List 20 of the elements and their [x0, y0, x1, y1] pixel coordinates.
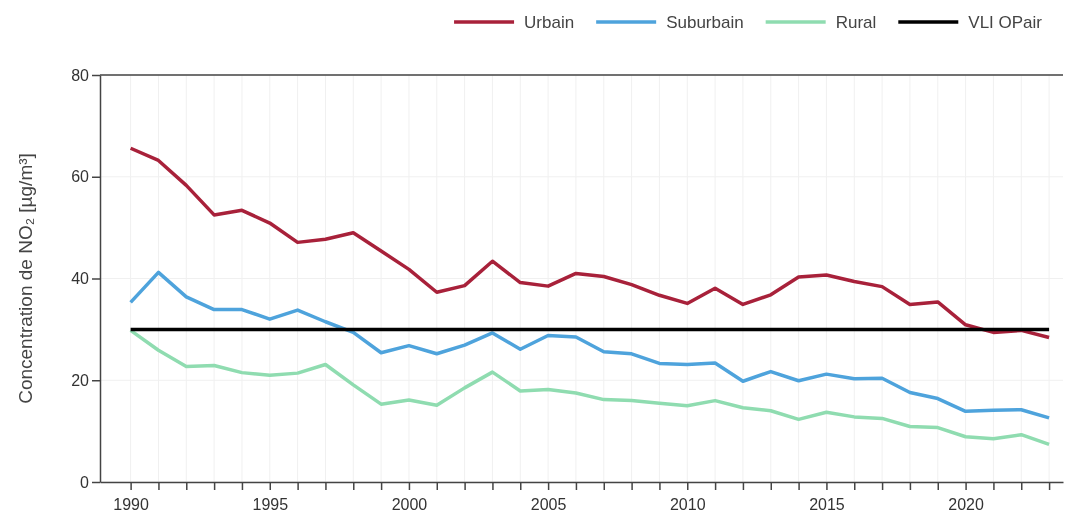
y-tick-label: 0	[80, 473, 90, 491]
line-series	[128, 270, 1051, 420]
x-tick-label: 2015	[809, 495, 845, 513]
y-tick-label: 20	[71, 371, 90, 389]
x-tick-label: 1995	[252, 495, 289, 513]
legend-label: VLI OPair	[968, 13, 1043, 32]
y-tick-label: 40	[71, 270, 90, 288]
y-axis-title: Concentration de NO₂ [µg/m³]	[15, 153, 36, 404]
legend-label: Rural	[835, 13, 877, 32]
line-series	[128, 328, 1051, 447]
x-tick-label: 1990	[113, 495, 150, 513]
y-tick-label: 60	[71, 168, 90, 186]
x-tick-label: 2000	[391, 495, 428, 513]
line-series	[128, 146, 1051, 340]
legend-label: Suburbain	[666, 13, 744, 32]
x-tick-label: 2020	[948, 495, 984, 513]
x-tick-label: 2005	[530, 495, 567, 513]
y-tick-label: 80	[71, 66, 90, 84]
x-tick-label: 2010	[669, 495, 706, 513]
legend-label: Urbain	[524, 13, 575, 32]
